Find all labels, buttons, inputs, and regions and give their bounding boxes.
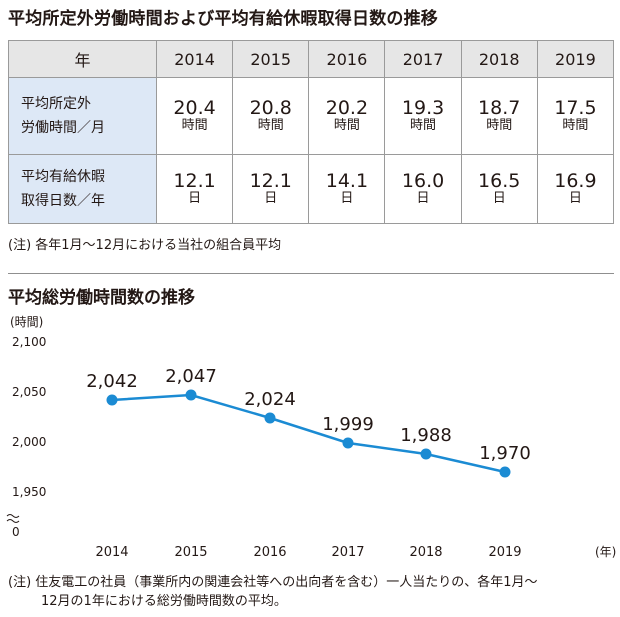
row-label-line: 取得日数／年 xyxy=(21,193,105,209)
cell-value: 20.2 xyxy=(325,96,369,119)
table-row-paid-leave: 平均有給休暇 取得日数／年 12.1 日 12.1 日 14.1 日 16.0 日 16… xyxy=(8,154,615,224)
row-label-line: 労働時間／月 xyxy=(21,120,105,136)
cell-unit: 時間 xyxy=(333,118,360,134)
cell-value: 20.8 xyxy=(249,96,292,119)
x-tick-label: 2014 xyxy=(95,545,128,560)
cell-unit: 日 xyxy=(416,191,430,207)
table-title: 平均所定外労働時間および平均有給休暇取得日数の推移 xyxy=(8,9,438,29)
table-cell: 18.7 時間 xyxy=(460,77,538,155)
table-cell: 16.9 日 xyxy=(536,154,615,224)
x-tick-label: 2018 xyxy=(409,545,442,560)
data-point xyxy=(342,437,354,449)
header-year: 2018 xyxy=(460,40,538,78)
x-tick-label: 2016 xyxy=(253,545,286,560)
table-cell: 20.4 時間 xyxy=(155,77,234,155)
data-point xyxy=(420,448,432,460)
row-label-paid-leave: 平均有給休暇 取得日数／年 xyxy=(8,154,157,224)
cell-unit: 時間 xyxy=(562,118,589,134)
header-year: 2019 xyxy=(536,40,615,78)
row-label-line: 平均所定外 xyxy=(21,96,91,112)
data-point xyxy=(499,466,511,478)
row-label-overtime: 平均所定外 労働時間／月 xyxy=(8,77,157,155)
data-label: 2,024 xyxy=(244,389,296,410)
table-cell: 16.5 日 xyxy=(460,154,538,224)
y-tick-label: 1,950 xyxy=(12,485,46,499)
cell-value: 16.5 xyxy=(478,169,521,192)
y-tick-label: 2,000 xyxy=(12,435,46,449)
header-year-label: 年 xyxy=(8,40,157,78)
table-cell: 20.2 時間 xyxy=(308,77,386,155)
table-header-row: 年 2014 2015 2016 2017 2018 2019 xyxy=(8,40,615,78)
header-year: 2016 xyxy=(308,40,386,78)
table-cell: 17.5 時間 xyxy=(536,77,615,155)
cell-unit: 日 xyxy=(568,191,582,207)
axis-break-mark xyxy=(6,514,20,518)
data-point xyxy=(185,389,197,401)
axis-break-mark xyxy=(6,519,20,523)
data-label: 1,999 xyxy=(322,414,374,435)
cell-value: 14.1 xyxy=(325,169,369,192)
line-chart: (時間) 2,100 2,050 2,000 1,950 0 2,042 2,047 2,024… xyxy=(6,315,616,560)
chart-note-line: (注) 住友電工の社員（事業所内の関連会社等への出向者を含む）一人当たりの、各年… xyxy=(8,575,538,590)
table-cell: 20.8 時間 xyxy=(232,77,310,155)
cell-unit: 時間 xyxy=(257,118,284,134)
chart-note-line: 12月の1年における総労働時間数の平均。 xyxy=(41,594,287,609)
cell-unit: 日 xyxy=(264,191,278,207)
header-year: 2014 xyxy=(155,40,234,78)
cell-unit: 日 xyxy=(340,191,354,207)
y-tick-label: 2,100 xyxy=(12,335,46,349)
chart-title: 平均総労働時間数の推移 xyxy=(8,288,195,308)
cell-value: 18.7 xyxy=(478,96,521,119)
y-axis-label: (時間) xyxy=(10,315,43,329)
header-year: 2015 xyxy=(232,40,310,78)
cell-unit: 日 xyxy=(492,191,506,207)
cell-value: 17.5 xyxy=(554,96,597,119)
table-cell: 14.1 日 xyxy=(308,154,386,224)
cell-value: 16.0 xyxy=(401,169,445,192)
data-point xyxy=(106,394,118,406)
data-label: 2,047 xyxy=(165,366,217,387)
cell-value: 12.1 xyxy=(173,169,216,192)
cell-unit: 時間 xyxy=(410,118,437,134)
x-axis-label: (年) xyxy=(595,545,616,559)
data-label: 1,988 xyxy=(400,425,452,446)
row-label-line: 平均有給休暇 xyxy=(21,169,105,185)
x-tick-label: 2017 xyxy=(331,545,364,560)
data-point xyxy=(264,412,276,424)
data-label: 1,970 xyxy=(479,443,531,464)
data-label: 2,042 xyxy=(86,371,138,392)
cell-unit: 時間 xyxy=(181,118,208,134)
chart-note: (注) 住友電工の社員（事業所内の関連会社等への出向者を含む）一人当たりの、各年… xyxy=(8,573,538,611)
series-line xyxy=(111,393,506,474)
table-cell: 16.0 日 xyxy=(384,154,462,224)
table-cell: 19.3 時間 xyxy=(384,77,462,155)
cell-value: 12.1 xyxy=(249,169,292,192)
header-year: 2017 xyxy=(384,40,462,78)
stats-table: 年 2014 2015 2016 2017 2018 2019 平均所定外 労働… xyxy=(8,40,615,224)
table-note: (注) 各年1月〜12月における当社の組合員平均 xyxy=(8,238,282,253)
table-row-overtime: 平均所定外 労働時間／月 20.4 時間 20.8 時間 20.2 時間 19.3 時間… xyxy=(8,77,615,155)
cell-value: 20.4 xyxy=(173,96,216,119)
table-cell: 12.1 日 xyxy=(232,154,310,224)
table-cell: 12.1 日 xyxy=(155,154,234,224)
y-tick-label: 2,050 xyxy=(12,385,46,399)
x-tick-label: 2015 xyxy=(174,545,207,560)
x-tick-label: 2019 xyxy=(488,545,521,560)
cell-unit: 時間 xyxy=(486,118,513,134)
y-tick-label: 0 xyxy=(12,525,20,539)
cell-unit: 日 xyxy=(188,191,202,207)
section-divider xyxy=(8,273,614,274)
cell-value: 16.9 xyxy=(554,169,597,192)
cell-value: 19.3 xyxy=(401,96,445,119)
